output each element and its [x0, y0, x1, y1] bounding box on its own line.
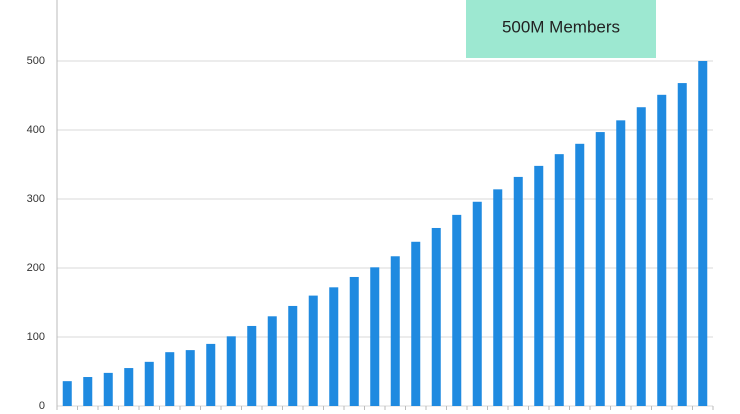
bar	[185, 350, 195, 406]
bar	[534, 165, 544, 406]
bar	[616, 120, 626, 406]
bar	[390, 256, 400, 406]
annotation: 500M Members	[502, 17, 620, 36]
bar	[411, 241, 421, 406]
y-tick-label: 0	[39, 400, 45, 412]
bar	[636, 107, 646, 406]
annotation-box	[466, 0, 656, 58]
y-tick-label: 100	[27, 331, 45, 343]
bar	[493, 189, 503, 406]
bar	[452, 214, 462, 406]
bar	[657, 94, 667, 406]
bar	[575, 143, 585, 407]
bar	[288, 305, 298, 406]
bar	[329, 287, 339, 406]
bar	[698, 61, 708, 406]
bar	[554, 154, 564, 406]
bar	[62, 381, 72, 406]
bar	[144, 361, 154, 406]
y-tick-label: 200	[27, 262, 45, 274]
bar	[267, 316, 277, 406]
y-tick-label: 300	[27, 193, 45, 205]
bar	[370, 267, 380, 406]
bar	[472, 201, 482, 406]
bar	[308, 295, 318, 406]
bar	[165, 352, 175, 406]
bar	[513, 176, 523, 406]
bar	[349, 276, 359, 406]
y-tick-label: 500	[27, 55, 45, 67]
bar	[677, 83, 687, 406]
bar	[206, 343, 216, 406]
bar	[83, 377, 93, 406]
y-tick-label: 400	[27, 124, 45, 136]
bar	[124, 368, 134, 406]
bar	[431, 227, 441, 406]
bar	[226, 336, 236, 406]
bar	[595, 132, 605, 406]
bar	[247, 325, 257, 406]
bar	[103, 372, 113, 406]
